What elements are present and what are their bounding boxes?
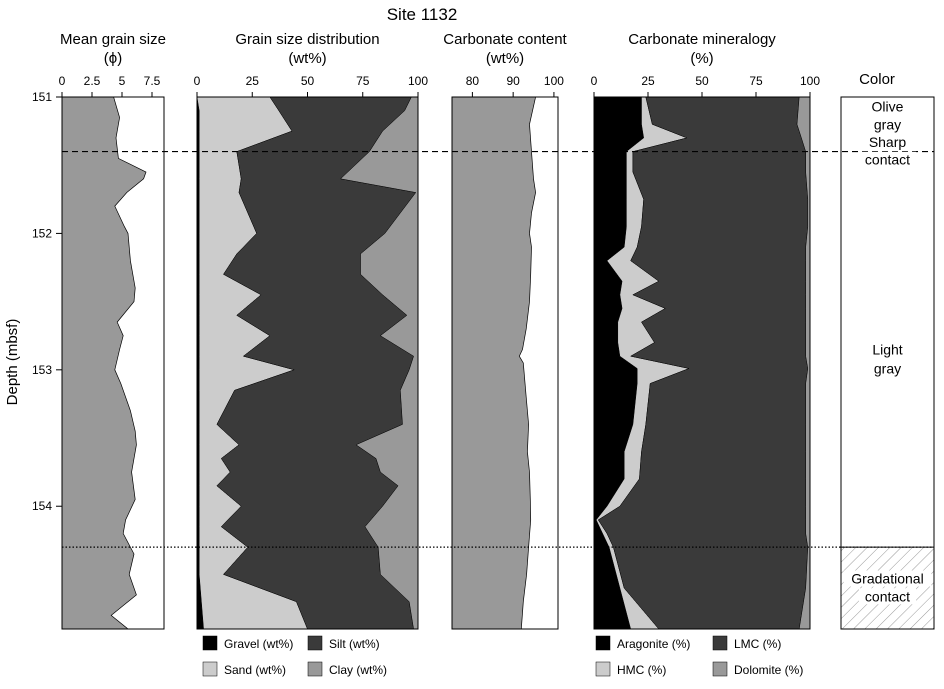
chart-title: Site 1132 [387, 5, 458, 24]
y-tick-label: 154 [32, 499, 52, 513]
y-tick-label: 151 [32, 90, 52, 104]
legend-swatch-gravel [202, 635, 218, 651]
x-tick-label: 0 [59, 74, 66, 88]
legend-label-hmc: HMC (%) [617, 663, 666, 677]
panel-title-mineral: Carbonate mineralogy [628, 31, 776, 48]
x-tick-label: 75 [356, 74, 370, 88]
legend-swatch-dolomite [712, 661, 728, 677]
x-tick-label: 50 [695, 74, 709, 88]
panel-frame-carbonate [451, 96, 559, 630]
legend-label-sand: Sand (wt%) [224, 663, 286, 677]
y-axis-label: Depth (mbsf) [4, 319, 21, 406]
x-tick-label: 7.5 [144, 74, 161, 88]
y-tick-label: 152 [32, 226, 52, 240]
panel-title-mean: Mean grain size [60, 31, 166, 48]
legend-label-clay: Clay (wt%) [329, 663, 387, 677]
x-tick-label: 100 [408, 74, 428, 88]
color-label-bg [858, 588, 917, 605]
color-label-bg [858, 151, 917, 168]
legend-label-dolomite: Dolomite (%) [734, 663, 803, 677]
color-column-frame [840, 96, 935, 630]
color-label: gray [874, 116, 901, 132]
boundary-lines [62, 150, 934, 548]
legend-swatch-sand [202, 661, 218, 677]
color-label: Gradational [851, 571, 923, 587]
color-label: Light [872, 341, 902, 357]
x-tick-label: 5 [119, 74, 126, 88]
panel-frame-mean [61, 96, 165, 630]
plot-areas [61, 96, 811, 630]
legends: Gravel (wt%) Silt (wt%) Sand (wt%) Clay (wt… [202, 635, 803, 677]
panel-title-carbonate: Carbonate content [443, 31, 567, 48]
legend-swatch-lmc [712, 635, 728, 651]
panel-unit-carbonate: (wt%) [486, 50, 524, 67]
x-tick-label: 0 [194, 74, 201, 88]
x-tick-label: 90 [506, 74, 520, 88]
color-column-header: Color [859, 71, 895, 88]
legend-label-lmc: LMC (%) [734, 637, 781, 651]
x-tick-label: 2.5 [84, 74, 101, 88]
color-label: contact [865, 152, 910, 168]
x-tick-label: 25 [246, 74, 260, 88]
legend-label-aragonite: Aragonite (%) [617, 637, 690, 651]
legend-swatch-clay [307, 661, 323, 677]
x-tick-label: 50 [301, 74, 315, 88]
color-label-bg [870, 116, 905, 133]
axis-ticks: Mean grain size (ϕ) 0 2.5 5 7.5 Grain size dis… [32, 31, 820, 513]
color-label: Sharp [869, 134, 907, 150]
x-tick-label: 100 [800, 74, 820, 88]
color-label: contact [865, 588, 910, 604]
y-tick-label: 153 [32, 363, 52, 377]
color-label: Olive [872, 99, 904, 115]
legend-swatch-aragonite [595, 635, 611, 651]
x-tick-label: 80 [466, 74, 480, 88]
legend-label-gravel: Gravel (wt%) [224, 637, 293, 651]
x-tick-label: 75 [749, 74, 763, 88]
color-label: gray [874, 360, 901, 376]
x-tick-label: 0 [591, 74, 598, 88]
color-label-bg [866, 341, 909, 358]
area-carbonate [451, 96, 537, 630]
panel-unit-mean: (ϕ) [104, 50, 122, 67]
legend-swatch-hmc [595, 661, 611, 677]
color-label-bg [866, 98, 909, 115]
color-label-bg [843, 570, 932, 587]
color-label-bg [870, 360, 905, 377]
panel-unit-grain: (wt%) [288, 50, 326, 67]
x-tick-label: 100 [544, 74, 564, 88]
legend-swatch-silt [307, 635, 323, 651]
area-mean [61, 96, 147, 630]
color-column: OlivegraySharpcontactLightgrayGradationa… [840, 96, 935, 630]
panel-title-grain: Grain size distribution [235, 31, 379, 48]
color-label-bg [866, 134, 909, 151]
legend-label-silt: Silt (wt%) [329, 637, 380, 651]
panel-unit-mineral: (%) [690, 50, 713, 67]
x-tick-label: 25 [641, 74, 655, 88]
color-hatched-zone [841, 547, 934, 629]
